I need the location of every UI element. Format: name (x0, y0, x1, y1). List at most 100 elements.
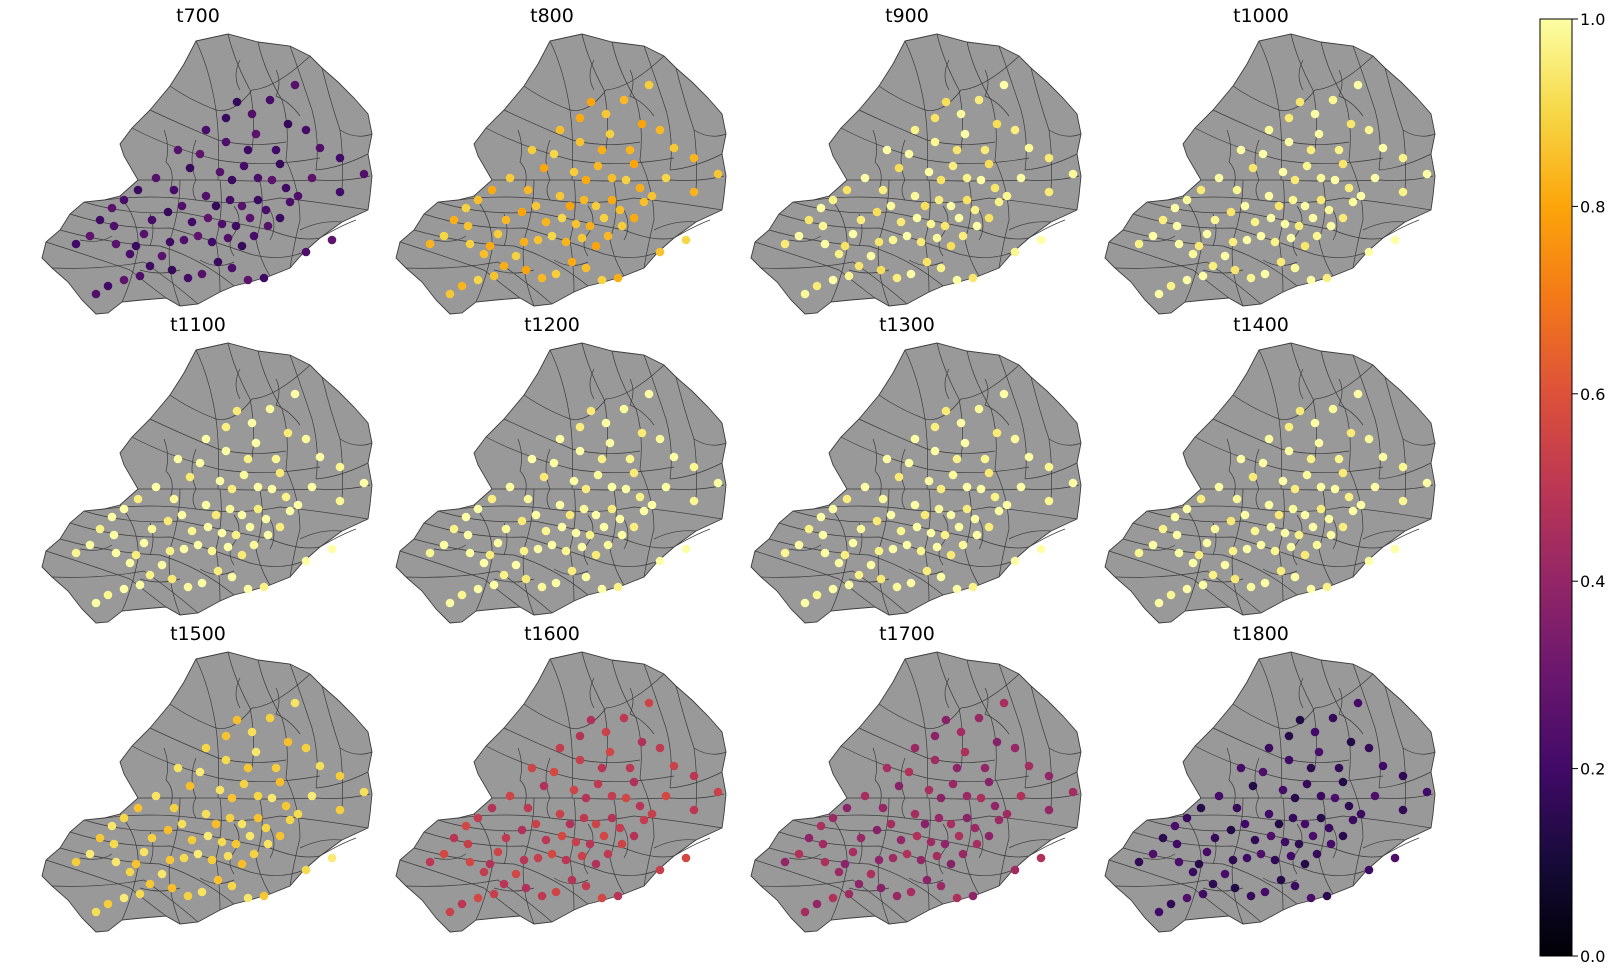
stop-point (1270, 546, 1280, 556)
colorbar-tick-label: 0.4 (1580, 572, 1605, 591)
stop-point (1182, 504, 1192, 514)
stop-point (1264, 125, 1274, 135)
stop-point (247, 418, 257, 428)
stop-point (445, 907, 455, 917)
tract-boundary (1292, 514, 1303, 566)
stop-point (163, 516, 173, 526)
stop-point (882, 454, 892, 464)
stop-point (629, 831, 639, 841)
stop-point (994, 197, 1004, 207)
stop-point (984, 522, 994, 532)
stop-point (605, 747, 615, 757)
stop-point (984, 159, 994, 169)
stop-point (315, 761, 325, 771)
stop-point (1276, 566, 1286, 576)
stop-point (860, 482, 870, 492)
stop-point (713, 478, 723, 488)
tract-boundary (285, 777, 301, 887)
stop-point (163, 207, 173, 217)
stop-point (635, 492, 645, 502)
stop-point (812, 590, 822, 600)
stop-point (1036, 544, 1046, 554)
stop-point (335, 805, 345, 815)
stop-point (1328, 713, 1338, 723)
stop-point (1174, 239, 1184, 249)
tract-boundary (1030, 376, 1053, 500)
stop-point (1010, 125, 1020, 135)
stop-point (1338, 777, 1348, 787)
stop-point (1302, 470, 1312, 480)
tract-boundary (924, 488, 931, 602)
stop-point (425, 239, 435, 249)
stop-point (253, 482, 263, 492)
map-panel-t700: t700 (41, 5, 373, 315)
tract-boundary (503, 418, 641, 454)
tract-boundary (485, 127, 675, 164)
stop-point (932, 233, 942, 243)
tract-boundary (924, 707, 962, 729)
stop-point (866, 869, 876, 879)
stop-point (243, 893, 253, 903)
stop-point (1334, 454, 1344, 464)
stop-point (920, 819, 930, 829)
tract-boundary (792, 510, 1030, 549)
tract-boundary (1202, 269, 1244, 274)
stop-point (215, 476, 225, 486)
panel-title: t800 (530, 5, 574, 27)
tract-boundary (629, 378, 655, 426)
stop-point (307, 173, 317, 183)
stop-point (910, 809, 920, 819)
stop-point (828, 195, 838, 205)
stop-point (1338, 468, 1348, 478)
stop-point (1364, 247, 1374, 257)
stop-point (533, 235, 543, 245)
stop-point (487, 185, 497, 195)
tract-boundary (840, 745, 1030, 782)
panel-title: t700 (176, 5, 220, 27)
stop-point (848, 847, 858, 857)
stop-point (1166, 281, 1176, 291)
tract-boundary (319, 837, 357, 857)
tract-boundary (299, 839, 343, 849)
stop-point (1250, 217, 1260, 227)
stop-point (473, 195, 483, 205)
stop-point (605, 438, 615, 448)
tract-boundary (149, 727, 287, 763)
tract-boundary (1008, 221, 1052, 231)
stop-point (644, 389, 654, 399)
stop-point (1306, 763, 1316, 773)
stop-point (1328, 404, 1338, 414)
stop-point (555, 500, 565, 510)
stop-point (243, 454, 253, 464)
stop-point (541, 526, 551, 536)
stop-point (946, 859, 956, 869)
stop-points (71, 389, 369, 608)
stop-point (261, 514, 271, 524)
stop-point (215, 785, 225, 795)
tract-boundary (79, 544, 113, 551)
tract-boundary (569, 488, 576, 602)
stop-point (800, 907, 810, 917)
colorbar-tick-label: 0.8 (1580, 197, 1605, 216)
stop-point (976, 484, 986, 494)
stop-point (1134, 548, 1144, 558)
tract-boundary (1382, 528, 1420, 548)
stop-point (237, 201, 247, 211)
tract-boundary (812, 505, 1078, 520)
stop-point (906, 887, 916, 897)
stop-point (647, 500, 657, 510)
map-panel-t1300: t1300 (750, 314, 1082, 624)
tract-boundary (235, 59, 241, 91)
stop-point (197, 887, 207, 897)
stop-point (828, 584, 838, 594)
stop-point (145, 879, 155, 889)
county-region (41, 33, 373, 315)
tract-boundary (485, 436, 675, 473)
stop-point (1344, 183, 1354, 193)
tract-boundary (321, 67, 344, 191)
tract-boundary (131, 436, 321, 473)
stop-point (1194, 859, 1204, 869)
stop-point (211, 201, 221, 211)
stop-point (177, 819, 187, 829)
stop-point (1010, 743, 1020, 753)
